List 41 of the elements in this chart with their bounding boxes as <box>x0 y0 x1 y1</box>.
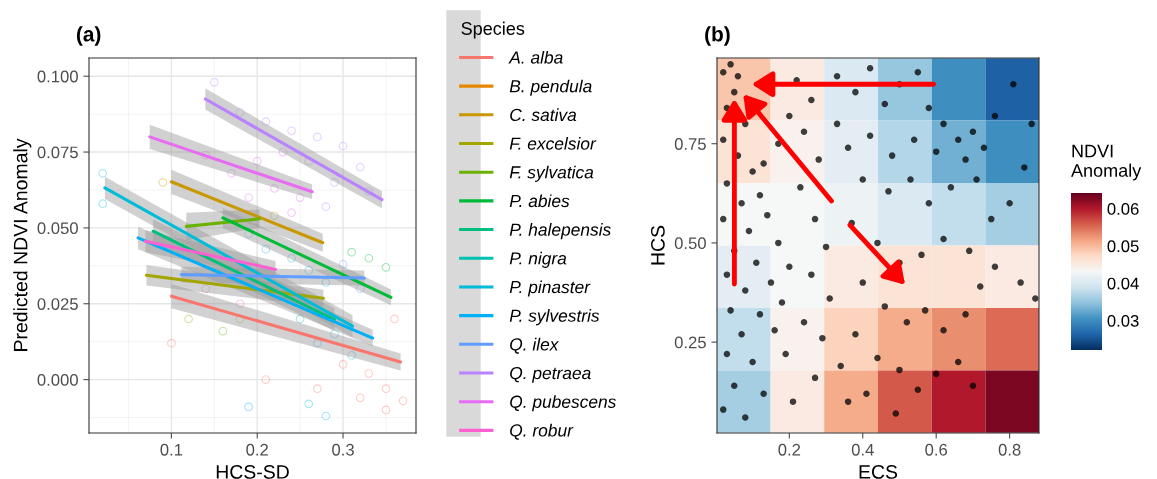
x-tick-label: 0.8 <box>998 443 1021 456</box>
y-tick-label: 0.25 <box>674 336 706 349</box>
color-bar-label: 0.03 <box>1107 314 1139 327</box>
color-bar-label: 0.04 <box>1107 277 1139 290</box>
legend-label: Q. ilex <box>510 337 559 354</box>
legend-label: Q. pubescens <box>510 395 617 412</box>
color-bar-title: NDVI Anomaly <box>1071 144 1142 181</box>
x-axis-title: HCS-SD <box>216 465 289 479</box>
legend-title: Species <box>461 21 525 39</box>
x-tick-label: 0.1 <box>160 443 183 456</box>
x-axis-title: ECS <box>859 465 898 479</box>
legend-label: F. sylvatica <box>509 165 594 182</box>
x-tick-label: 0.4 <box>851 443 874 456</box>
legend-label: P. halepensis <box>509 223 611 240</box>
y-tick-label: 0.50 <box>674 237 706 250</box>
legend-label: P. sylvestris <box>509 309 600 326</box>
legend-label: Q. robur <box>510 423 574 440</box>
legend-label: F. excelsior <box>509 137 597 150</box>
legend-label: B. pendula <box>509 79 592 96</box>
legend-label: Q. petraea <box>510 366 591 383</box>
chart-title: (b) <box>705 26 730 46</box>
legend-label: P. pinaster <box>509 280 591 297</box>
color-bar-label: 0.06 <box>1107 203 1139 215</box>
y-tick-label: 0.75 <box>674 138 706 150</box>
chart-title: (a) <box>76 26 101 46</box>
y-tick-label: 0.025 <box>37 298 78 310</box>
color-bar-label: 0.05 <box>1107 240 1139 253</box>
legend-label: A. alba <box>508 50 563 64</box>
y-axis-title: HCS <box>650 225 665 265</box>
y-tick-label: 0.100 <box>37 70 78 83</box>
y-axis-title: Predicted NDVI Anomaly <box>13 138 32 351</box>
x-tick-label: 0.3 <box>332 443 354 456</box>
y-tick-label: 0.050 <box>37 222 78 235</box>
legend-label: P. abies <box>509 194 570 208</box>
x-tick-label: 0.2 <box>246 443 268 456</box>
y-tick-label: 0.000 <box>37 374 78 386</box>
legend-label: P. nigra <box>509 251 567 268</box>
y-tick-label: 0.075 <box>37 146 78 159</box>
legend-label: C. sativa <box>510 108 577 122</box>
x-tick-label: 0.2 <box>778 443 801 456</box>
x-tick-label: 0.6 <box>925 443 948 456</box>
